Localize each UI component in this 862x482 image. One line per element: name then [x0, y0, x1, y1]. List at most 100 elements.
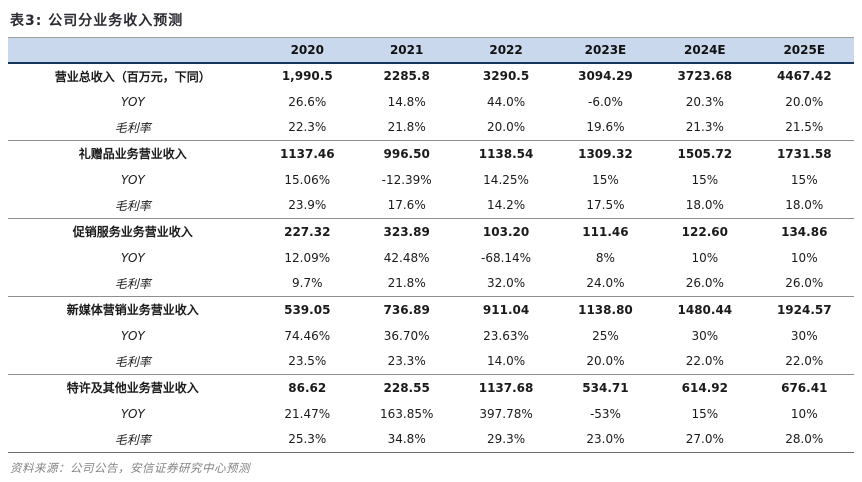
value-cell: 163.85%	[379, 406, 434, 421]
value-cell: 676.41	[754, 374, 854, 401]
table-row: 礼赠品业务营业收入 1137.46 996.50 1138.54 1309.32 1505…	[8, 140, 854, 167]
value-cell: 25%	[592, 328, 619, 343]
value-cell: 14.2%	[486, 198, 526, 213]
row-label-cell: YOY	[120, 172, 145, 187]
value-cell: 1138.54	[456, 140, 556, 167]
value-cell: 23.0%	[555, 426, 656, 453]
table-row: 毛利率 23.5% 23.3% 14.0% 20.0% 22.0% 22.0%	[8, 349, 854, 375]
value-cell: 134.86	[754, 218, 854, 245]
value-cell: 1480.44	[655, 296, 755, 323]
value-cell: 30%	[691, 328, 719, 343]
table-title: 表3: 公司分业务收入预测	[10, 13, 184, 29]
value-cell: 42.48%	[383, 250, 430, 265]
value-cell: 23.63%	[483, 328, 529, 343]
value-cell: 1924.57	[754, 296, 854, 323]
value-cell: 32.0%	[486, 276, 526, 291]
value-cell: 10%	[691, 250, 719, 265]
value-cell: 34.8%	[356, 426, 457, 453]
value-cell: 1137.46	[257, 140, 357, 167]
value-cell: 21.8%	[387, 120, 426, 135]
value-cell: 1,990.5	[281, 69, 333, 83]
row-label-cell: 毛利率	[114, 276, 151, 291]
table-header-row: 2020 2021 2022 2023E 2024E 2025E	[8, 37, 854, 64]
value-cell: 614.92	[655, 374, 755, 401]
value-cell: 122.60	[655, 218, 755, 245]
value-cell: 20.3%	[685, 94, 724, 109]
value-cell: -12.39%	[381, 172, 432, 187]
value-cell: 10%	[790, 250, 818, 265]
value-cell: 534.71	[555, 374, 656, 401]
revenue-forecast-table: 2020 2021 2022 2023E 2024E 2025E 营业总收入（百万元，下同…	[8, 37, 854, 453]
value-cell: 21.8%	[387, 276, 426, 291]
source-note: 资料来源：公司公告，安信证券研究中心预测	[10, 461, 250, 475]
value-cell: 539.05	[257, 296, 357, 323]
table-row: 毛利率 23.9% 17.6% 14.2% 17.5% 18.0% 18.0%	[8, 193, 854, 219]
value-cell: 23.5%	[288, 354, 327, 369]
row-label-cell: 营业总收入（百万元，下同）	[54, 69, 211, 84]
row-label-cell: YOY	[120, 406, 145, 421]
table-body: 营业总收入（百万元，下同） 1,990.5 2285.8 3290.5 3094.29 3…	[8, 63, 854, 453]
value-cell: 15%	[592, 172, 619, 187]
row-label-cell: 促销服务业务营业收入	[8, 218, 258, 245]
table-row: YOY 26.6% 14.8% 44.0% -6.0% 20.3% 20.0%	[8, 89, 854, 115]
value-cell: 4467.42	[776, 69, 832, 83]
table-row: 促销服务业务营业收入 227.32 323.89 103.20 111.46 122.60…	[8, 218, 854, 245]
row-label-cell: 礼赠品业务营业收入	[8, 140, 258, 167]
table-row: YOY 74.46% 36.70% 23.63% 25% 30% 30%	[8, 323, 854, 349]
value-cell: 17.6%	[387, 198, 426, 213]
value-cell: 19.6%	[586, 120, 625, 135]
table-row: 毛利率 9.7% 21.8% 32.0% 24.0% 26.0% 26.0%	[8, 271, 854, 297]
value-cell: 736.89	[356, 296, 457, 323]
value-cell: 1505.72	[655, 140, 755, 167]
value-cell: 323.89	[356, 218, 457, 245]
value-cell: 3723.68	[677, 69, 733, 83]
value-cell: 18.0%	[685, 198, 724, 213]
value-cell: 911.04	[456, 296, 556, 323]
value-cell: 228.55	[356, 374, 457, 401]
value-cell: 26.6%	[288, 94, 327, 109]
value-cell: 1137.68	[456, 374, 556, 401]
value-cell: 29.3%	[456, 426, 556, 453]
row-label-cell: 毛利率	[114, 198, 151, 213]
value-cell: 23.9%	[288, 198, 327, 213]
row-label-cell: 毛利率	[8, 426, 258, 453]
table-row: 新媒体营销业务营业收入 539.05 736.89 911.04 1138.80 1480…	[8, 296, 854, 323]
value-cell: 10%	[790, 406, 818, 421]
value-cell: 21.5%	[785, 120, 824, 135]
value-cell: 26.0%	[685, 276, 724, 291]
year-header-cell: 2020	[257, 37, 357, 64]
value-cell: 3290.5	[482, 69, 530, 83]
value-cell: 20.0%	[486, 120, 526, 135]
value-cell: 74.46%	[284, 328, 331, 343]
value-cell: 15%	[790, 172, 818, 187]
value-cell: 27.0%	[655, 426, 755, 453]
value-cell: 14.25%	[483, 172, 529, 187]
value-cell: 44.0%	[486, 94, 526, 109]
value-cell: 24.0%	[586, 276, 625, 291]
value-cell: 227.32	[257, 218, 357, 245]
value-cell: 15.06%	[284, 172, 331, 187]
value-cell: 15%	[691, 172, 719, 187]
value-cell: 20.0%	[785, 94, 824, 109]
value-cell: 996.50	[356, 140, 457, 167]
value-cell: 36.70%	[383, 328, 430, 343]
row-label-cell: 新媒体营销业务营业收入	[8, 296, 258, 323]
value-cell: 28.0%	[754, 426, 854, 453]
row-label-cell: YOY	[120, 94, 145, 109]
table-row: YOY 12.09% 42.48% -68.14% 8% 10% 10%	[8, 245, 854, 271]
table-row: 毛利率 22.3% 21.8% 20.0% 19.6% 21.3% 21.5%	[8, 115, 854, 141]
value-cell: 20.0%	[586, 354, 625, 369]
value-cell: 9.7%	[292, 276, 323, 291]
value-cell: -53%	[589, 406, 621, 421]
row-label-cell: 毛利率	[114, 354, 151, 369]
table-row: 毛利率 25.3% 34.8% 29.3% 23.0% 27.0% 28.0%	[8, 426, 854, 453]
value-cell: -68.14%	[481, 250, 532, 265]
value-cell: 1731.58	[754, 140, 854, 167]
row-label-cell: 毛利率	[114, 120, 151, 135]
value-cell: 111.46	[555, 218, 656, 245]
row-label-cell: YOY	[120, 328, 145, 343]
value-cell: 2285.8	[383, 69, 430, 83]
year-header-cell: 2021	[356, 37, 457, 64]
value-cell: -6.0%	[588, 94, 623, 109]
